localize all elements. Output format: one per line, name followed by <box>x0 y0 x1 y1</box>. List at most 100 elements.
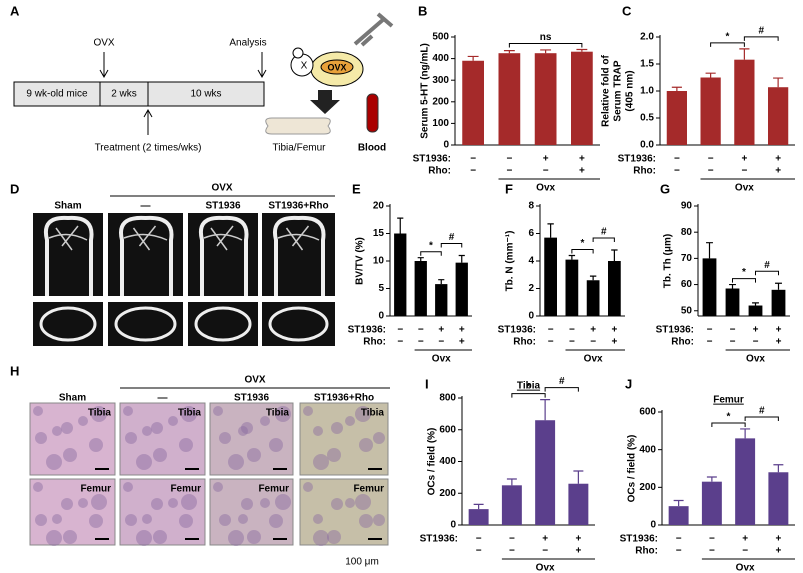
tissue-label: Tibia <box>88 408 112 419</box>
tissue-spot <box>153 530 167 544</box>
histology-image <box>119 402 206 476</box>
tissue-spot <box>355 494 371 510</box>
tissue-label: Femur <box>170 484 201 495</box>
treatment-mark: + <box>575 546 581 557</box>
y-tick-label: 0 <box>528 311 534 322</box>
treatment-label: Rho: <box>635 546 658 557</box>
error-bar <box>740 428 751 439</box>
tissue-spot <box>181 494 197 510</box>
tissue-spot <box>33 406 43 416</box>
tissue-spot <box>359 514 373 528</box>
tissue-spot <box>91 406 107 422</box>
y-tick-label: 15 <box>373 228 385 239</box>
treatment-mark: + <box>459 325 465 336</box>
tissue-spot <box>331 498 343 510</box>
y-tick-label: 600 <box>439 424 456 435</box>
treatment-mark: − <box>742 546 748 557</box>
blood-tube <box>366 93 379 133</box>
treatment-mark: + <box>775 546 781 557</box>
panel-letter: D <box>10 181 19 196</box>
bar <box>565 259 579 316</box>
error-bar <box>568 254 576 260</box>
histology-image <box>119 478 206 546</box>
treatment-mark: + <box>775 534 781 545</box>
tissue-label: Tibia/Femur <box>273 143 327 154</box>
bone-outline <box>119 215 174 296</box>
bar <box>535 420 556 525</box>
y-tick-label: 10 <box>373 256 385 267</box>
significance-label: # <box>764 260 770 271</box>
tissue-spot <box>219 514 231 526</box>
histology-image <box>209 402 294 476</box>
cortex <box>114 306 177 342</box>
tissue-label: Tibia <box>266 408 290 419</box>
mouse-ear <box>292 47 304 59</box>
bar <box>414 261 427 316</box>
tissue-spot <box>63 530 77 544</box>
tissue-spot <box>260 498 270 508</box>
tissue-spot <box>247 530 261 544</box>
stage: 2 wks <box>111 89 137 100</box>
panel-letter: H <box>10 363 19 378</box>
tissue-spot <box>179 438 193 452</box>
treatment-mark: + <box>543 154 549 165</box>
histology-image <box>299 402 389 476</box>
y-axis-label: Serum 5-HT (ng/mL) <box>420 43 431 139</box>
tissue-spot <box>355 406 371 422</box>
y-tick-label: 0.5 <box>640 113 654 124</box>
bar <box>608 261 621 316</box>
y-tick-label: 90 <box>681 201 693 212</box>
treatment-label: ST1936: <box>656 325 694 336</box>
trabecular <box>123 225 168 251</box>
tissue-spot <box>151 498 163 510</box>
arrow <box>257 52 267 79</box>
tissue-spot <box>260 416 270 426</box>
tissue-spot <box>142 514 152 524</box>
tissue-spot <box>247 448 261 462</box>
error-bar <box>540 398 551 421</box>
tissue-spot <box>91 494 107 510</box>
treatment-label: ST1936: <box>498 325 536 336</box>
tissue-spot <box>228 454 244 470</box>
error-bar <box>467 55 479 61</box>
treatment-mark: − <box>590 337 596 348</box>
cortex <box>268 306 329 342</box>
column-label: — <box>158 393 168 404</box>
treatment-mark: + <box>611 337 617 348</box>
tissue-spot <box>168 416 178 426</box>
bar <box>768 472 789 525</box>
tissue-spot <box>213 406 223 416</box>
chart-panel-i: I Tibia 0 200 400 600 800 OCs / field (%) ST1936… <box>420 376 595 573</box>
treatment-mark: + <box>579 154 585 165</box>
tissue-spot <box>35 432 47 444</box>
bar <box>701 481 722 525</box>
tissue-spot <box>78 416 88 426</box>
y-tick-label: 400 <box>432 53 449 64</box>
treatment-mark: − <box>476 546 482 557</box>
column-label: ST1936+Rho <box>314 393 374 404</box>
error-bar <box>547 223 554 238</box>
bar <box>455 262 468 316</box>
treatment-mark: − <box>506 166 512 177</box>
y-tick-label: 400 <box>639 444 656 455</box>
tissue-spot <box>46 530 62 546</box>
bar <box>768 87 789 145</box>
treatment-label: Rho: <box>633 166 656 177</box>
tissue-spot <box>228 530 244 546</box>
tissue-spot <box>345 498 355 508</box>
event-label: OVX <box>93 38 114 49</box>
chart-title: Femur <box>713 395 744 406</box>
panel-letter: A <box>10 3 20 18</box>
column-label: — <box>141 201 151 212</box>
bar <box>735 438 756 525</box>
error-bar <box>706 242 713 259</box>
column-label: ST1936 <box>205 201 240 212</box>
significance-label: * <box>742 267 746 278</box>
treatment-mark: − <box>569 325 575 336</box>
y-tick-label: 0.0 <box>640 140 654 151</box>
treatment-mark: − <box>708 166 714 177</box>
tissue-spot <box>89 438 103 452</box>
y-tick-label: 2.0 <box>640 32 654 43</box>
y-tick-label: 6 <box>528 228 534 239</box>
